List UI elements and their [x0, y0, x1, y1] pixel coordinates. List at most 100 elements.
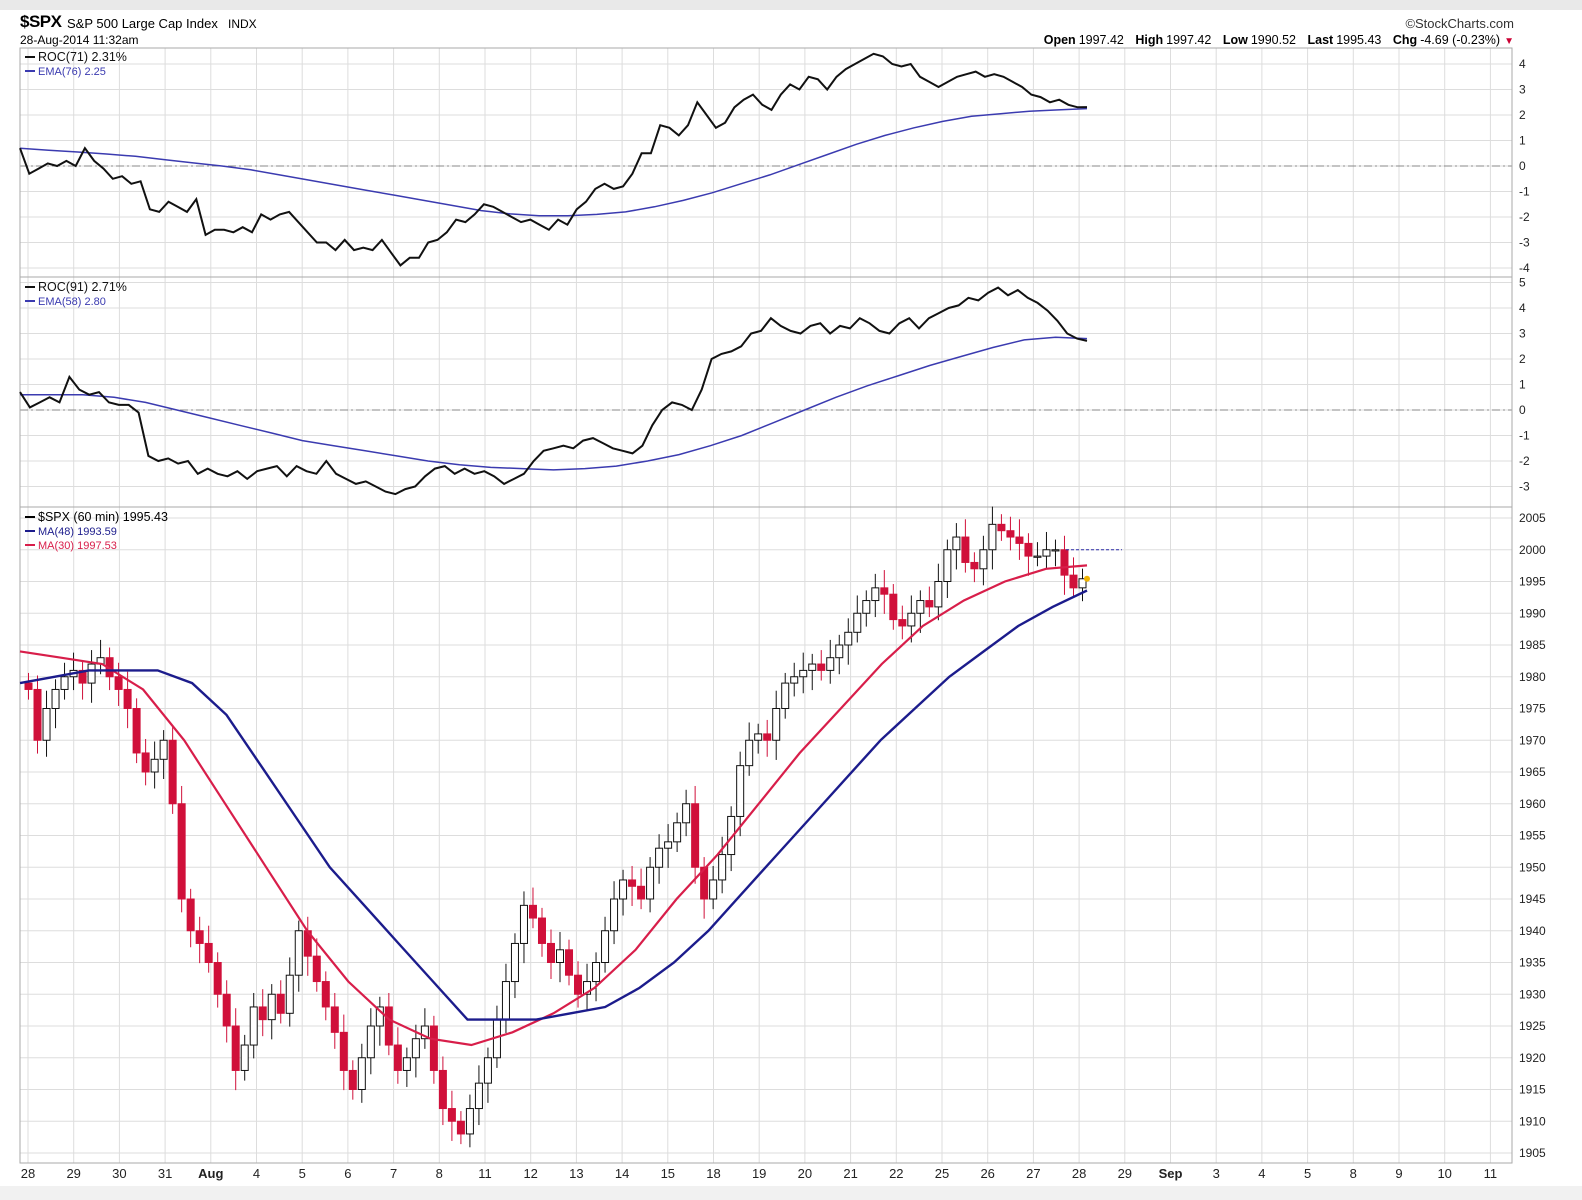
y-tick-label: 1930 [1519, 987, 1546, 1001]
candle [745, 722, 754, 776]
candle-body [51, 688, 60, 710]
candle [781, 672, 790, 719]
y-tick-label: 4 [1519, 57, 1526, 71]
x-tick-label: 27 [1026, 1166, 1040, 1181]
candle-body [438, 1069, 447, 1110]
candle-body [501, 981, 510, 1021]
candle [808, 653, 817, 691]
candle-body [159, 739, 168, 760]
candle [42, 690, 51, 757]
candle [997, 514, 1006, 541]
y-tick-label: 1935 [1519, 956, 1546, 970]
candle [655, 834, 664, 884]
candle-body [258, 1006, 267, 1021]
y-tick-label: 1990 [1519, 606, 1546, 620]
candle [628, 865, 637, 906]
candle [673, 812, 682, 853]
candle [366, 1008, 375, 1075]
y-tick-label: 1970 [1519, 733, 1546, 747]
candle [1024, 533, 1033, 576]
candle-body [772, 708, 781, 741]
candle [510, 933, 519, 999]
candle [952, 523, 961, 570]
candle [691, 785, 700, 884]
candle-body [537, 917, 546, 944]
candle-body [601, 930, 610, 963]
candle [754, 723, 763, 754]
candle [267, 984, 276, 1040]
quote-summary: Open 1997.42 High 1997.42 Low 1990.52 Last 1… [1036, 33, 1514, 47]
candle [682, 789, 691, 837]
candle [1006, 516, 1015, 551]
chg-label: Chg [1392, 33, 1418, 47]
candle-body [348, 1069, 357, 1090]
y-tick-label: 5 [1519, 276, 1526, 290]
candle-body [826, 657, 835, 671]
y-tick-label: 1945 [1519, 892, 1546, 906]
candle [736, 751, 745, 837]
candle [871, 573, 880, 618]
symbol-ticker: $SPX [20, 12, 62, 31]
candle [817, 650, 826, 681]
y-tick-label: 3 [1519, 327, 1526, 341]
price-panel [19, 506, 1122, 1148]
candle-body [799, 669, 808, 678]
candle-body [898, 619, 907, 627]
x-tick-label: 3 [1213, 1166, 1220, 1181]
candle [1033, 542, 1042, 567]
candle [664, 824, 673, 868]
candle [772, 690, 781, 760]
x-tick-label: 30 [112, 1166, 126, 1181]
candle [357, 1043, 366, 1103]
candle-body [745, 739, 754, 767]
candle [826, 639, 835, 684]
candle [537, 907, 546, 957]
candle [528, 887, 537, 929]
candle [601, 916, 610, 973]
candle [132, 698, 141, 764]
candle [339, 1014, 348, 1091]
y-tick-label: 1915 [1519, 1083, 1546, 1097]
candle-body [150, 758, 159, 773]
y-tick-label: -2 [1519, 210, 1530, 224]
y-tick-label: 1980 [1519, 670, 1546, 684]
candle [168, 726, 177, 814]
candle [240, 1034, 249, 1081]
candle [718, 836, 727, 894]
last-label: Last [1307, 33, 1334, 47]
last-value: 1995.43 [1336, 33, 1382, 47]
y-tick-label: 1 [1519, 378, 1526, 392]
candle [231, 1008, 240, 1091]
candle-body [33, 688, 42, 741]
y-tick-label: 0 [1519, 403, 1526, 417]
candle-body [952, 536, 961, 551]
candle-body [213, 962, 222, 995]
candle-body [709, 879, 718, 900]
x-tick-label: 10 [1437, 1166, 1451, 1181]
x-tick-label: 8 [436, 1166, 443, 1181]
candle-body [222, 993, 231, 1027]
candle [348, 1060, 357, 1100]
candle [519, 891, 528, 964]
x-tick-label: 12 [523, 1166, 537, 1181]
candle-body [727, 815, 736, 856]
candle-body [546, 942, 555, 964]
candle-body [790, 676, 799, 684]
x-axis-labels: 28 29 30 31 Aug 4 5 6 7 8 11 12 13 14 15 18 19 20 21 22 25 26… [21, 1166, 1497, 1181]
candle [546, 929, 555, 980]
candle [862, 590, 871, 627]
x-tick-label: 18 [706, 1166, 720, 1181]
candle-body [862, 600, 871, 614]
candle [835, 634, 844, 675]
candle-body [718, 854, 727, 881]
x-tick-label: 19 [752, 1166, 766, 1181]
candle-body [528, 904, 537, 919]
candle [330, 992, 339, 1049]
x-tick-label: 20 [798, 1166, 812, 1181]
candle [1015, 519, 1024, 560]
candle [610, 881, 619, 945]
legend-entry: ROC(71) 2.31% [38, 50, 127, 64]
symbol-name: S&P 500 Large Cap Index [67, 16, 218, 31]
candle-body [943, 549, 952, 582]
x-tick-label: 21 [843, 1166, 857, 1181]
